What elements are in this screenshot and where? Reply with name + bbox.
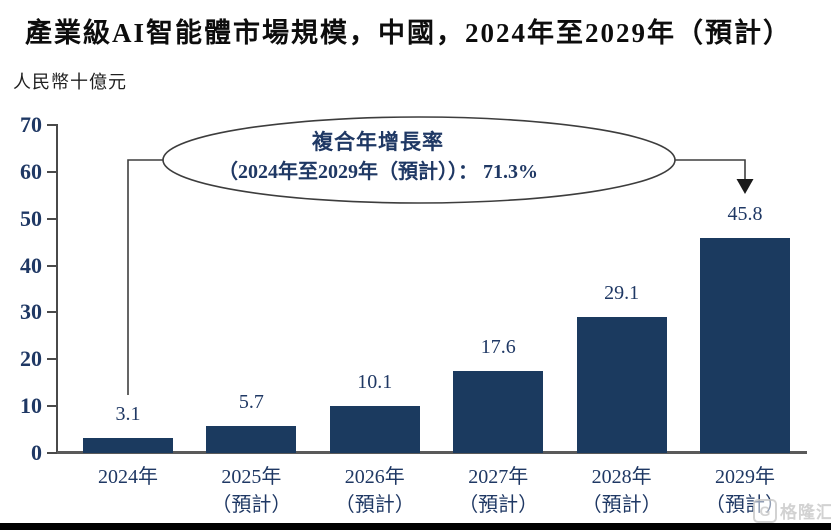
- bar: [700, 238, 790, 453]
- chart-title: 產業級AI智能體市場規模，中國，2024年至2029年（預計）: [25, 18, 793, 48]
- bar-value-label: 29.1: [604, 281, 640, 304]
- bar-value-label: 10.1: [357, 370, 393, 393]
- y-axis-unit-label: 人民幣十億元: [13, 72, 127, 92]
- x-axis-line: [57, 451, 807, 454]
- y-tick-mark: [47, 311, 57, 314]
- x-category-label: 2029年: [715, 466, 775, 488]
- x-category-note: （預計）: [211, 494, 292, 516]
- bar-value-label: 45.8: [727, 203, 763, 226]
- y-tick-label: 30: [20, 299, 42, 325]
- y-tick-mark: [47, 358, 57, 361]
- y-tick-mark: [47, 452, 57, 454]
- x-category-label: 2025年: [221, 466, 282, 488]
- y-axis-line: [56, 124, 58, 454]
- gelonghui-watermark-text: 格隆汇: [780, 503, 831, 522]
- bar-value-label: 3.1: [115, 403, 141, 426]
- cagr-annotation-title: 複合年增長率: [312, 130, 444, 154]
- bar-value-label: 5.7: [238, 391, 264, 414]
- gelonghui-logo-icon: G: [753, 498, 777, 523]
- x-category-label: 2026年: [344, 466, 405, 488]
- connector-left-line: [127, 159, 163, 395]
- x-category-note: （預計）: [334, 494, 415, 516]
- y-tick-label: 70: [20, 112, 42, 137]
- y-tick-label: 0: [31, 440, 42, 465]
- cagr-annotation: 複合年增長率 （2024年至2029年（預計））： 71.3%: [133, 127, 623, 187]
- y-tick-mark: [47, 124, 57, 126]
- bar: [83, 438, 173, 453]
- x-category-note: （預計）: [581, 494, 662, 516]
- bar-value-label: 17.6: [480, 335, 516, 358]
- y-tick-mark: [47, 170, 57, 173]
- y-tick-label: 50: [20, 205, 42, 231]
- y-tick-label: 20: [20, 346, 42, 372]
- gelonghui-watermark: G 格隆汇: [753, 498, 831, 523]
- x-category-label: 2028年: [591, 466, 652, 488]
- bar: [206, 426, 297, 453]
- y-tick-mark: [47, 217, 57, 220]
- bar: [576, 316, 667, 453]
- y-tick-label: 10: [20, 393, 42, 419]
- arrow-down-icon: [736, 179, 754, 194]
- y-tick-label: 40: [20, 252, 42, 278]
- x-category-label: 2024年: [98, 466, 158, 488]
- x-category-note: （預計）: [458, 494, 539, 516]
- y-tick-mark: [47, 264, 57, 267]
- x-category-label: 2027年: [468, 466, 529, 488]
- bar: [453, 370, 544, 453]
- bottom-black-band: [0, 523, 831, 530]
- y-tick-mark: [47, 405, 57, 408]
- y-tick-label: 60: [20, 158, 42, 184]
- bar: [329, 405, 420, 453]
- cagr-annotation-value: （2024年至2029年（預計））： 71.3%: [218, 161, 538, 183]
- connector-right-line: [672, 159, 746, 180]
